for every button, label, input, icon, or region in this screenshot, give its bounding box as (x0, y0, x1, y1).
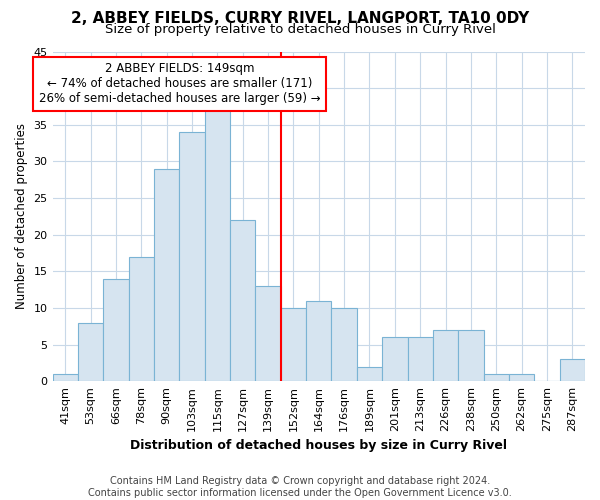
Bar (230, 220, 256, 381)
Bar (256, 286, 281, 381)
Bar (509, 374, 534, 381)
Bar (53, 374, 78, 381)
Bar (382, 337, 407, 381)
Bar (205, 110, 230, 381)
X-axis label: Distribution of detached houses by size in Curry Rivel: Distribution of detached houses by size … (130, 440, 507, 452)
Text: 2 ABBEY FIELDS: 149sqm
← 74% of detached houses are smaller (171)
26% of semi-de: 2 ABBEY FIELDS: 149sqm ← 74% of detached… (38, 62, 320, 106)
Bar (154, 168, 179, 381)
Bar (281, 308, 306, 381)
Bar (560, 359, 585, 381)
Bar (357, 366, 382, 381)
Bar (331, 308, 357, 381)
Bar (78, 322, 103, 381)
Bar (306, 300, 331, 381)
Bar (103, 278, 128, 381)
Bar (179, 132, 205, 381)
Text: Contains HM Land Registry data © Crown copyright and database right 2024.
Contai: Contains HM Land Registry data © Crown c… (88, 476, 512, 498)
Y-axis label: Number of detached properties: Number of detached properties (15, 124, 28, 310)
Bar (433, 330, 458, 381)
Bar (407, 337, 433, 381)
Bar (128, 256, 154, 381)
Text: 2, ABBEY FIELDS, CURRY RIVEL, LANGPORT, TA10 0DY: 2, ABBEY FIELDS, CURRY RIVEL, LANGPORT, … (71, 11, 529, 26)
Text: Size of property relative to detached houses in Curry Rivel: Size of property relative to detached ho… (104, 22, 496, 36)
Bar (458, 330, 484, 381)
Bar (484, 374, 509, 381)
